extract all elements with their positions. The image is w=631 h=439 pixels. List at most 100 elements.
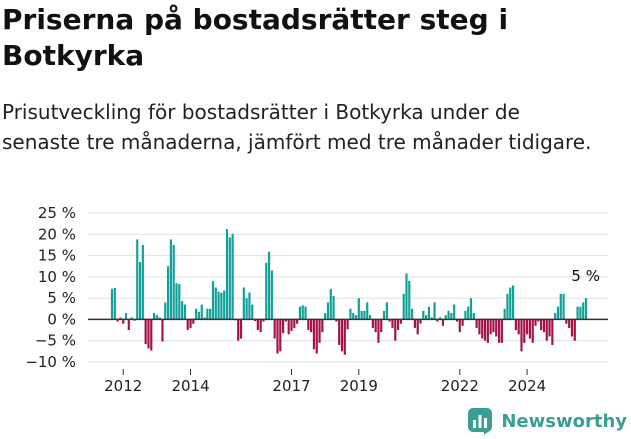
bar bbox=[217, 291, 220, 320]
y-axis-ticks: 25 % 20 % 15 % 10 % 5 % 0 % −5 % −10 % bbox=[25, 204, 76, 371]
bar bbox=[380, 319, 383, 333]
bar bbox=[231, 233, 234, 320]
bar bbox=[497, 319, 501, 343]
bar bbox=[554, 313, 557, 320]
bar bbox=[444, 315, 447, 320]
bar bbox=[439, 317, 442, 320]
bars bbox=[110, 229, 588, 355]
bar bbox=[568, 319, 571, 328]
y-tick-label: 0 % bbox=[47, 310, 76, 328]
bar bbox=[281, 319, 285, 334]
bar bbox=[425, 315, 428, 320]
bar bbox=[453, 304, 456, 320]
bar bbox=[570, 319, 574, 337]
bar bbox=[495, 319, 498, 337]
bar bbox=[147, 319, 150, 349]
bar bbox=[464, 310, 467, 320]
bar bbox=[312, 319, 316, 350]
bar bbox=[534, 319, 537, 326]
grid-lines bbox=[88, 212, 608, 363]
bar bbox=[189, 319, 192, 328]
bar bbox=[523, 319, 526, 343]
bar bbox=[346, 319, 349, 330]
bar bbox=[374, 319, 377, 333]
bar bbox=[531, 319, 534, 343]
bar bbox=[245, 298, 248, 320]
bar bbox=[237, 319, 240, 341]
bar bbox=[391, 319, 394, 328]
bar bbox=[371, 319, 374, 328]
chart-title: Priserna på bostadsrätter steg i Botkyrk… bbox=[2, 3, 509, 72]
bar bbox=[164, 302, 167, 320]
bar bbox=[124, 313, 128, 320]
bar bbox=[265, 262, 268, 320]
bar bbox=[545, 319, 548, 341]
bar bbox=[377, 319, 380, 343]
bar bbox=[573, 319, 576, 341]
bar bbox=[565, 319, 568, 324]
bar bbox=[548, 319, 551, 337]
bar bbox=[368, 315, 372, 320]
bar bbox=[582, 302, 585, 320]
bar bbox=[256, 319, 259, 331]
bar bbox=[301, 305, 304, 320]
bar bbox=[315, 319, 318, 354]
bar bbox=[408, 281, 411, 320]
bar bbox=[433, 302, 436, 320]
bar bbox=[169, 239, 172, 320]
bar bbox=[326, 302, 330, 320]
bar bbox=[113, 287, 116, 320]
chart-subtitle: Prisutveckling för bostadsrätter i Botky… bbox=[2, 100, 592, 154]
bar bbox=[335, 319, 338, 322]
bar bbox=[332, 296, 335, 320]
bar bbox=[119, 317, 122, 320]
bar bbox=[559, 293, 562, 320]
bar bbox=[556, 306, 560, 320]
bar bbox=[526, 319, 529, 335]
bar bbox=[242, 287, 245, 320]
bar bbox=[382, 310, 386, 320]
bar bbox=[186, 319, 189, 331]
bar bbox=[279, 319, 282, 352]
bar bbox=[318, 319, 321, 343]
bar bbox=[228, 237, 231, 320]
bar bbox=[469, 298, 473, 320]
bar bbox=[248, 292, 251, 320]
bar bbox=[310, 319, 313, 333]
bar bbox=[197, 311, 201, 320]
bar bbox=[542, 319, 546, 333]
bar bbox=[509, 287, 512, 320]
y-tick-label: 5 % bbox=[47, 289, 76, 307]
bar bbox=[321, 319, 324, 333]
bar bbox=[209, 308, 212, 320]
bar bbox=[223, 290, 226, 320]
bar bbox=[200, 304, 203, 320]
x-tick-label: 2017 bbox=[272, 377, 310, 395]
bar bbox=[127, 319, 130, 331]
bar bbox=[172, 244, 175, 320]
newsworthy-logo-text: Newsworthy bbox=[501, 410, 627, 432]
bar bbox=[340, 319, 344, 352]
bar bbox=[178, 284, 181, 320]
bar bbox=[394, 319, 397, 341]
bar bbox=[461, 319, 464, 326]
bar bbox=[551, 319, 554, 345]
bar bbox=[324, 313, 327, 320]
bar bbox=[175, 283, 178, 320]
bar bbox=[455, 319, 459, 322]
y-tick-label: 15 % bbox=[38, 247, 76, 265]
bar bbox=[141, 244, 144, 320]
bar bbox=[195, 308, 198, 320]
last-value-label: 5 % bbox=[571, 267, 600, 285]
bar bbox=[239, 319, 243, 339]
bar bbox=[481, 319, 484, 339]
bar bbox=[220, 292, 223, 320]
bar bbox=[579, 306, 582, 320]
bar bbox=[273, 319, 276, 339]
x-tick-label: 2022 bbox=[441, 377, 479, 395]
bar bbox=[284, 319, 287, 322]
bar bbox=[576, 306, 579, 320]
bar bbox=[270, 270, 273, 320]
bar bbox=[467, 306, 470, 320]
bar bbox=[329, 288, 332, 320]
